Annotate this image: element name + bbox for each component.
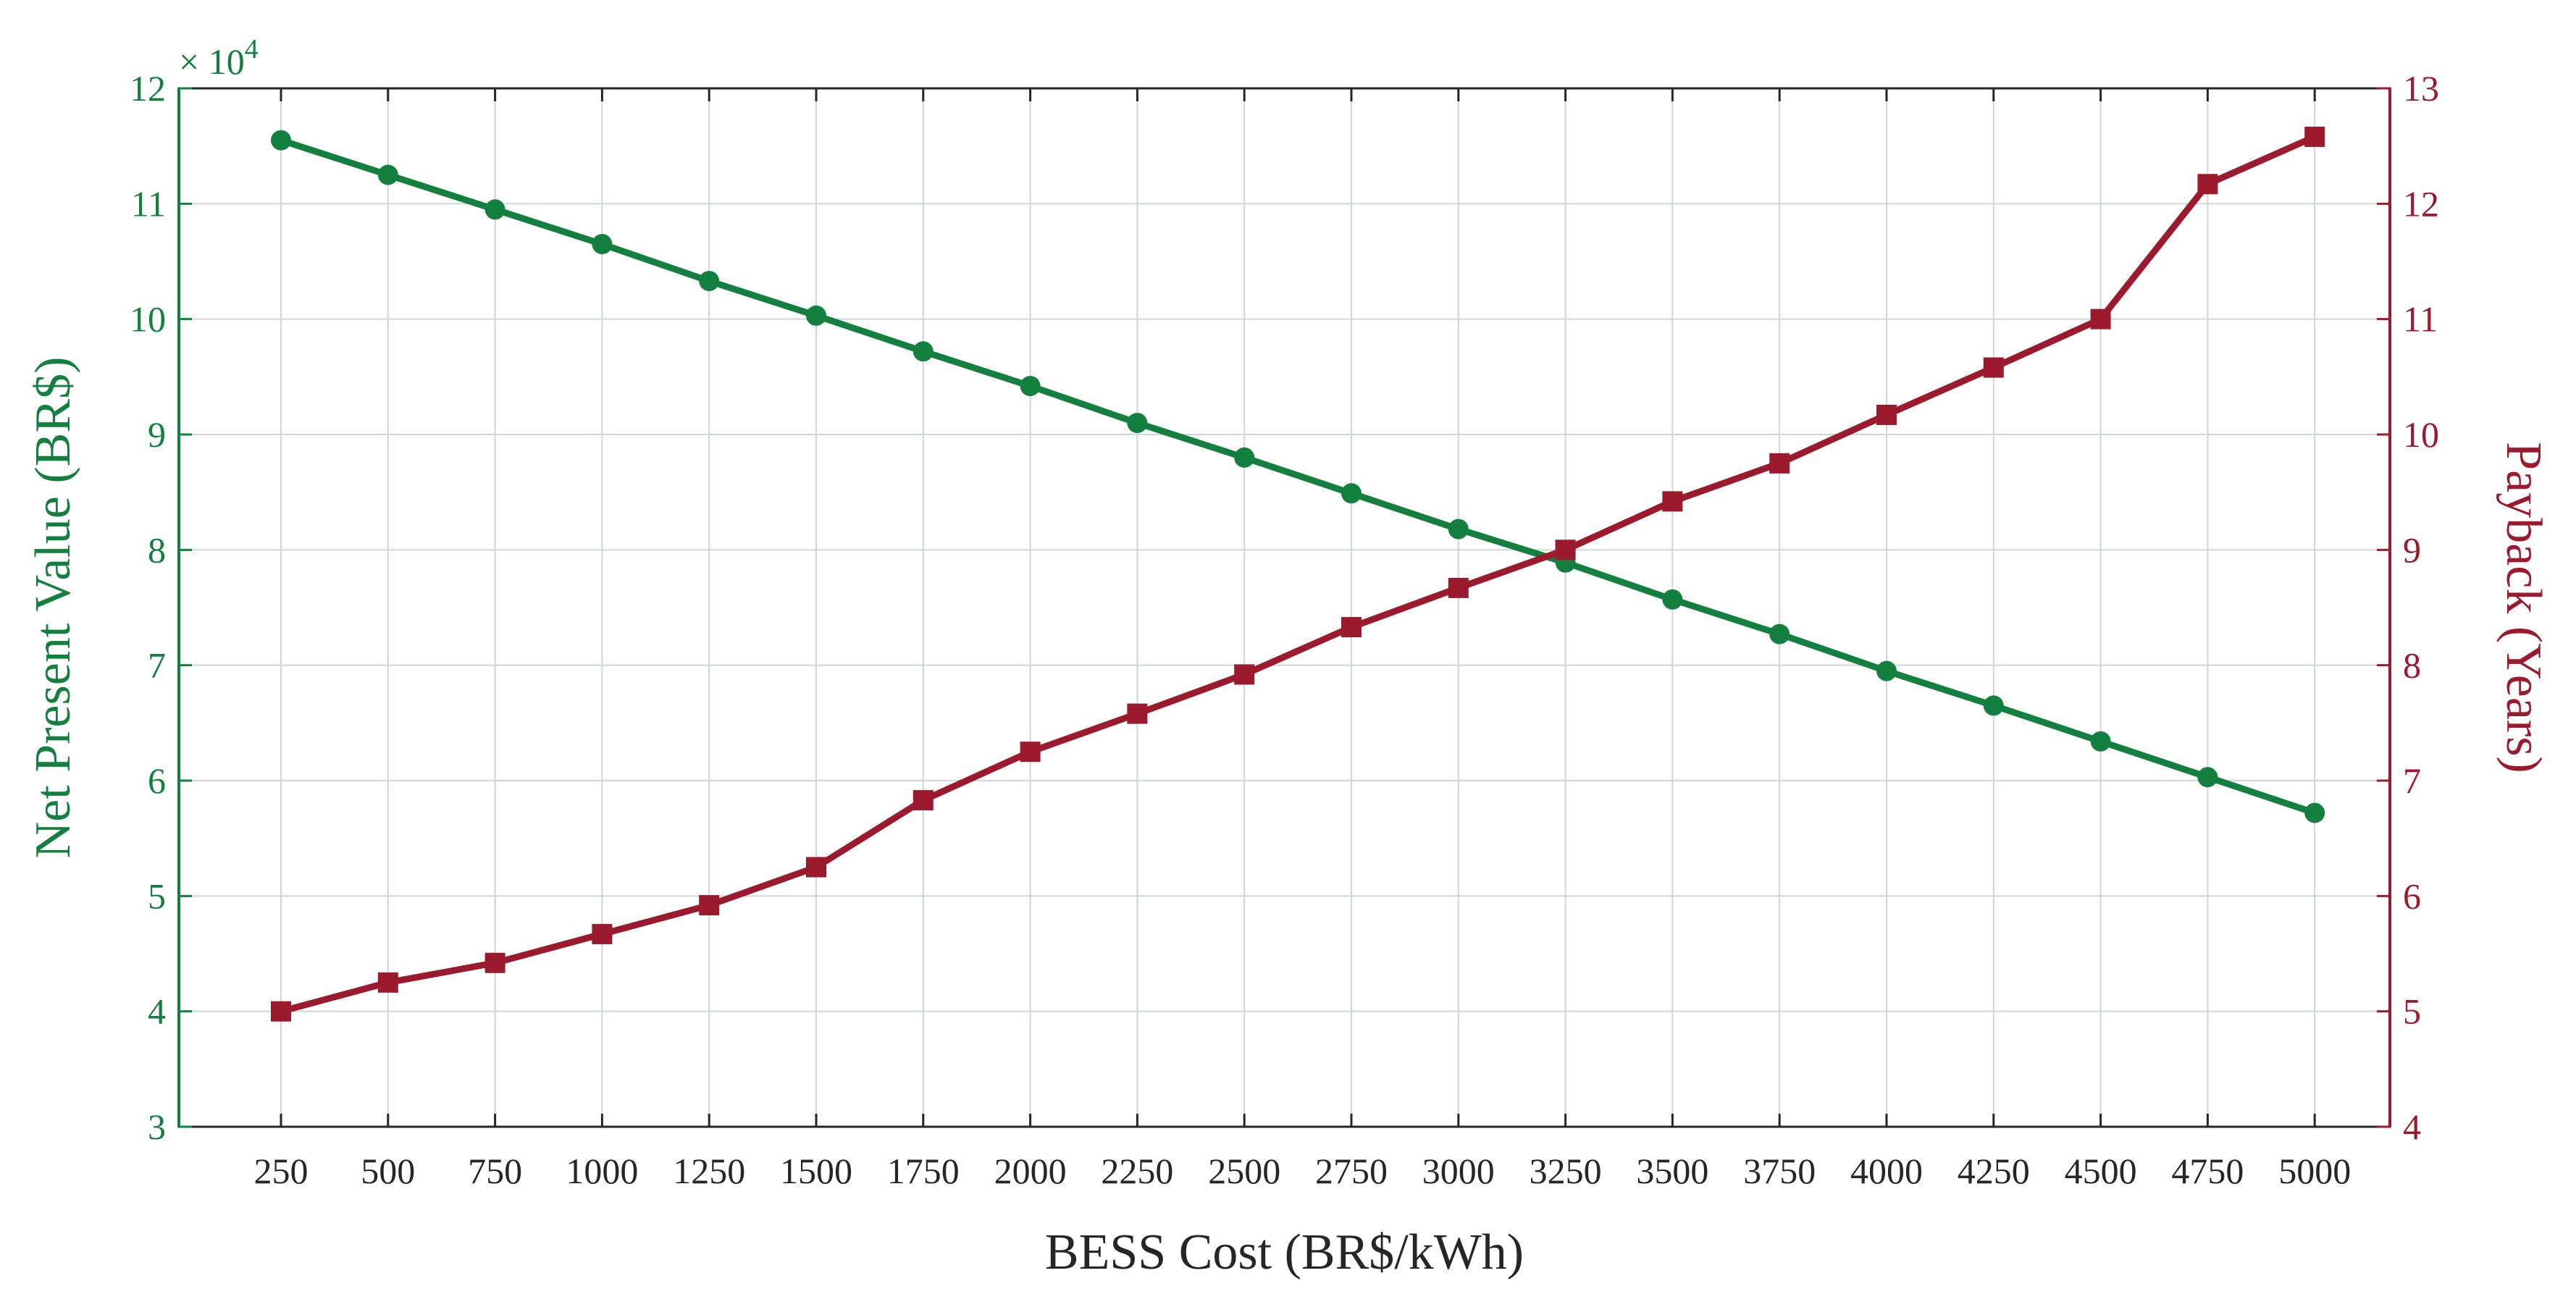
payback-point — [592, 923, 613, 944]
net-present-value-point — [2090, 731, 2111, 752]
x-tick-label: 2250 — [1101, 1151, 1173, 1191]
left-y-tick-label: 3 — [148, 1106, 166, 1147]
x-tick-label: 4250 — [1958, 1151, 2030, 1191]
right-y-tick-label: 12 — [2403, 183, 2439, 224]
right-y-tick-label: 9 — [2403, 529, 2421, 570]
right-y-tick-label: 6 — [2403, 875, 2421, 916]
payback-point — [2304, 126, 2325, 147]
x-tick-label: 1000 — [566, 1151, 638, 1191]
payback-point — [1234, 664, 1255, 685]
net-present-value-point — [1662, 589, 1683, 610]
x-tick-label: 5000 — [2278, 1151, 2351, 1191]
left-axis-exponent-base: × 10 — [179, 41, 245, 82]
x-tick-label: 2000 — [994, 1151, 1067, 1191]
payback-point — [1876, 404, 1897, 425]
left-y-axis-title: Net Present Value (BR$) — [25, 357, 81, 859]
x-tick-label: 500 — [361, 1151, 415, 1191]
grid-lines — [179, 88, 2390, 1127]
right-y-tick-label: 7 — [2403, 760, 2421, 801]
left-y-tick-label: 8 — [148, 529, 166, 570]
left-y-tick-label: 4 — [148, 991, 166, 1032]
net-present-value-point — [1769, 623, 1790, 644]
left-y-tick-label: 10 — [130, 299, 166, 340]
left-y-tick-label: 12 — [130, 68, 166, 109]
payback-point — [1769, 453, 1790, 474]
net-present-value-point — [271, 130, 291, 151]
right-y-tick-label: 8 — [2403, 645, 2421, 686]
payback-point — [484, 952, 505, 973]
payback-point — [2197, 174, 2218, 195]
net-present-value-point — [1234, 447, 1255, 468]
plot-frame — [177, 87, 2391, 1128]
payback-line — [280, 133, 2317, 1015]
net-present-value-point — [592, 234, 613, 255]
left-y-tick-label: 7 — [148, 645, 166, 686]
x-tick-label: 2500 — [1208, 1151, 1280, 1191]
payback-point — [1020, 742, 1041, 763]
net-present-value-point — [1020, 376, 1041, 397]
left-y-tick-label: 6 — [148, 760, 166, 801]
x-tick-label: 1500 — [780, 1151, 852, 1191]
left-y-tick-label: 9 — [148, 414, 166, 455]
x-tick-label: 3000 — [1422, 1151, 1495, 1191]
payback-point — [2090, 308, 2111, 329]
right-y-tick-label: 13 — [2403, 68, 2439, 109]
right-y-tick-label: 11 — [2403, 299, 2438, 340]
x-tick-label: 4500 — [2065, 1151, 2137, 1191]
right-y-tick-label: 5 — [2403, 991, 2421, 1032]
left-y-tick-label: 11 — [131, 183, 166, 224]
payback-point — [1662, 491, 1683, 512]
left-axis-exponent: × 104 — [179, 34, 259, 82]
net-present-value-point — [1876, 660, 1897, 681]
left-y-tick-label: 5 — [148, 875, 166, 916]
right-y-tick-label: 4 — [2403, 1106, 2421, 1147]
net-present-value-point — [1448, 518, 1469, 539]
x-tick-label: 750 — [468, 1151, 522, 1191]
x-tick-label: 4750 — [2171, 1151, 2244, 1191]
payback-point — [806, 857, 826, 878]
payback-point — [1341, 617, 1362, 638]
x-tick-label: 1750 — [887, 1151, 960, 1191]
payback-point — [1127, 703, 1148, 724]
net-present-value-point — [2304, 802, 2325, 823]
right-y-tick-label: 10 — [2403, 414, 2439, 455]
x-tick-label: 3250 — [1530, 1151, 1602, 1191]
series-layer — [271, 126, 2325, 1022]
axis-ticks: 250 500 750 1000 1250 1500 1750 2000 2250 2500 275… — [130, 68, 2439, 1191]
payback-point — [1555, 539, 1576, 560]
net-present-value-point — [2197, 767, 2218, 788]
x-tick-label: 4000 — [1850, 1151, 1923, 1191]
net-present-value-point — [1127, 413, 1148, 434]
payback-point — [912, 790, 934, 811]
x-tick-label: 2750 — [1315, 1151, 1388, 1191]
net-present-value-point — [484, 199, 505, 220]
x-axis-title: BESS Cost (BR$/kWh) — [1045, 1225, 1524, 1280]
payback-point — [377, 972, 398, 993]
net-present-value-point — [377, 164, 398, 185]
x-tick-label: 3500 — [1636, 1151, 1708, 1191]
x-tick-label: 1250 — [673, 1151, 745, 1191]
net-present-value-point — [912, 341, 934, 362]
x-tick-label: 250 — [254, 1151, 309, 1191]
payback-point — [271, 1001, 291, 1022]
right-y-axis-title: Payback (Years) — [2496, 442, 2551, 773]
payback-point — [1448, 577, 1469, 598]
left-axis-exponent-power: 4 — [245, 34, 259, 64]
net-present-value-point — [1983, 695, 2004, 716]
net-present-value-point — [1341, 483, 1362, 504]
payback-point — [699, 895, 720, 916]
net-present-value-line — [280, 137, 2316, 816]
x-tick-label: 3750 — [1743, 1151, 1816, 1191]
net-present-value-point — [806, 305, 826, 326]
payback-point — [1983, 357, 2004, 378]
net-present-value-point — [699, 271, 720, 292]
